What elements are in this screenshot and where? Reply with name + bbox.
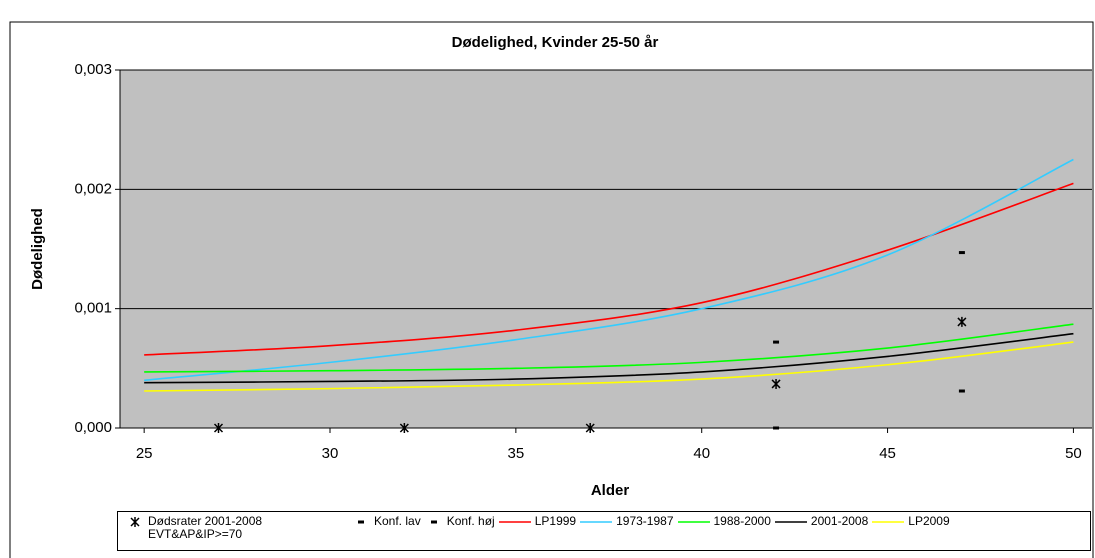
legend-label: Dødsrater 2001-2008 EVT&AP&IP>=70 bbox=[148, 514, 263, 541]
legend-item: 2001-2008 bbox=[774, 514, 869, 528]
legend-item: LP1999 bbox=[498, 514, 577, 528]
legend-label: 1973-1987 bbox=[616, 514, 674, 528]
legend-swatch bbox=[358, 520, 364, 524]
legend-label: Konf. lav bbox=[374, 514, 421, 528]
x-tick-label: 30 bbox=[322, 445, 339, 462]
asterisk-marker bbox=[957, 316, 967, 327]
asterisk-marker bbox=[130, 517, 140, 527]
legend-label: 2001-2008 bbox=[810, 514, 869, 528]
x-tick-label: 50 bbox=[1065, 445, 1082, 462]
legend-label: LP2009 bbox=[908, 514, 950, 528]
y-tick-label: 0,002 bbox=[74, 180, 112, 197]
legend-item: 1973-1987 bbox=[580, 514, 674, 528]
x-tick-label: 45 bbox=[879, 445, 896, 462]
y-tick-label: 0,001 bbox=[74, 300, 112, 317]
series-line bbox=[144, 332, 1074, 384]
legend-swatch bbox=[580, 521, 613, 523]
legend-item: 1988-2000 bbox=[677, 514, 771, 528]
dash-marker bbox=[958, 251, 965, 255]
x-axis-label: Alder bbox=[591, 482, 630, 499]
series-line bbox=[144, 341, 1074, 392]
y-tick-label: 0,003 bbox=[74, 61, 112, 78]
y-axis-label: Dødelighed bbox=[29, 208, 46, 290]
series-line bbox=[144, 323, 1074, 373]
legend-swatch bbox=[677, 521, 710, 523]
legend-swatch bbox=[774, 521, 807, 523]
legend-label: Konf. høj bbox=[446, 514, 495, 528]
legend-label: LP1999 bbox=[534, 514, 577, 528]
y-tick-label: 0,000 bbox=[74, 419, 112, 436]
dash-marker bbox=[430, 520, 437, 524]
asterisk-marker bbox=[213, 423, 224, 433]
legend-label: 1988-2000 bbox=[713, 514, 771, 528]
legend-swatch bbox=[498, 521, 531, 523]
legend-item: Konf. lav bbox=[352, 515, 421, 528]
asterisk-marker bbox=[771, 378, 781, 389]
series-line bbox=[144, 158, 1074, 382]
legend: Dødsrater 2001-2008 EVT&AP&IP>=70 Konf. l… bbox=[117, 511, 1091, 551]
dash-marker bbox=[958, 389, 965, 393]
dash-marker bbox=[773, 426, 780, 430]
chart-title: Dødelighed, Kvinder 25-50 år bbox=[452, 34, 659, 51]
dash-marker bbox=[773, 340, 780, 344]
legend-item: Konf. høj bbox=[425, 515, 495, 528]
asterisk-marker bbox=[399, 423, 409, 433]
legend-swatch bbox=[130, 517, 140, 527]
legend-item: Dødsrater 2001-2008 EVT&AP&IP>=70 bbox=[126, 515, 348, 541]
x-tick-label: 25 bbox=[136, 445, 153, 462]
plot-area bbox=[120, 70, 1092, 428]
legend-swatch bbox=[872, 521, 905, 523]
dash-marker bbox=[358, 520, 364, 524]
series-line bbox=[144, 182, 1074, 356]
asterisk-marker bbox=[585, 423, 595, 433]
x-tick-label: 40 bbox=[693, 445, 710, 462]
legend-item: LP2009 bbox=[872, 514, 950, 528]
legend-swatch bbox=[430, 520, 437, 524]
x-tick-label: 35 bbox=[508, 445, 525, 462]
